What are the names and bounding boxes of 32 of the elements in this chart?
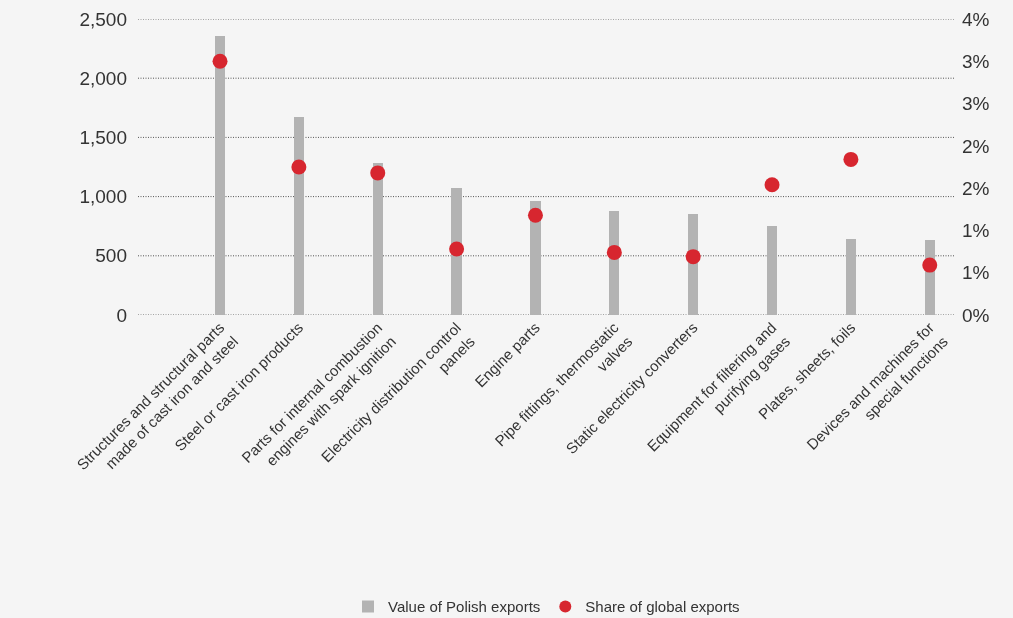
y-tick-label: 2,000 xyxy=(79,67,127,89)
bar xyxy=(451,188,462,315)
y2-tick-label: 0% xyxy=(962,304,990,326)
bar xyxy=(767,226,777,315)
y2-tick-label: 4% xyxy=(962,8,990,30)
bar xyxy=(373,163,383,315)
point xyxy=(922,257,938,273)
point xyxy=(606,244,622,260)
y-tick-label: 0 xyxy=(116,304,127,326)
point xyxy=(449,241,465,257)
y-tick-label: 2,500 xyxy=(79,8,127,30)
bar xyxy=(846,239,856,315)
bar xyxy=(215,36,225,315)
y-tick-label: 1,000 xyxy=(79,186,127,208)
bar xyxy=(294,117,304,315)
point xyxy=(843,151,859,167)
y-tick-label: 500 xyxy=(95,245,127,267)
y2-tick-label: 3% xyxy=(962,93,990,115)
y2-tick-label: 2% xyxy=(962,177,990,199)
point xyxy=(370,165,386,181)
point xyxy=(527,207,543,223)
legend-label: Share of global exports xyxy=(585,598,740,616)
point xyxy=(291,159,307,175)
point xyxy=(212,53,228,69)
y2-tick-label: 3% xyxy=(962,50,990,72)
y2-tick-label: 1% xyxy=(962,262,990,284)
point xyxy=(764,177,780,193)
point xyxy=(685,249,701,265)
y2-tick-label: 2% xyxy=(962,135,990,157)
y2-tick-label: 1% xyxy=(962,220,990,242)
y-tick-label: 1,500 xyxy=(79,127,127,149)
legend-label: Value of Polish exports xyxy=(388,598,541,616)
